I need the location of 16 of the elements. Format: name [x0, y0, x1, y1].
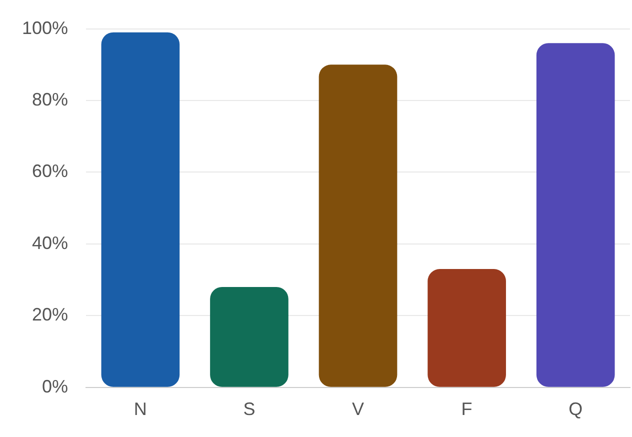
x-tick-label: N [134, 399, 147, 420]
bar [536, 43, 615, 387]
y-tick-label: 100% [22, 18, 68, 38]
x-tick-label: Q [568, 399, 583, 420]
bar [428, 269, 506, 387]
y-tick-label: 40% [32, 232, 68, 253]
y-tick-label: 80% [32, 89, 68, 110]
bar [101, 32, 180, 387]
y-tick-label: 20% [32, 304, 68, 325]
bar [210, 286, 288, 387]
x-tick-label: S [243, 399, 256, 420]
y-tick-label: 0% [42, 376, 68, 396]
x-tick-label: F [461, 399, 472, 420]
x-tick-label: V [352, 399, 364, 420]
y-tick-label: 60% [32, 161, 68, 182]
bar [318, 64, 398, 387]
